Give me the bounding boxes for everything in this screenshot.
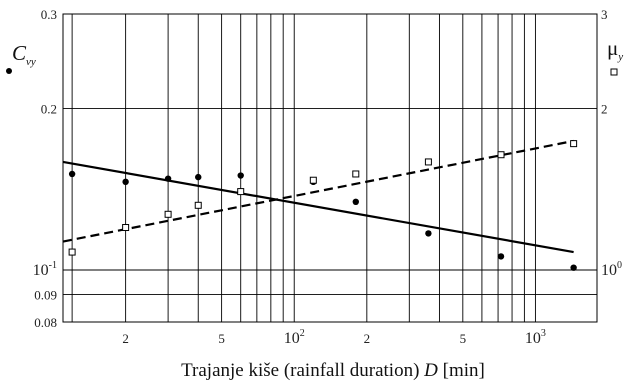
grid xyxy=(63,13,597,323)
tick-labels: 0.3 0.2 10-1 0.09 0.08 3 2 100 2 5 102 2 5 103 xyxy=(33,7,622,347)
plot-frame xyxy=(62,13,598,323)
cvy-point xyxy=(122,178,129,186)
left-tick-label: 10-1 xyxy=(33,260,57,279)
x-tick-label: 5 xyxy=(218,331,225,346)
x-tick-label: 2 xyxy=(364,331,371,346)
x-axis-label: Trajanje kiše (rainfall duration) D [min… xyxy=(181,360,485,381)
cvy-point xyxy=(237,172,244,179)
x-tick-label: 2 xyxy=(122,331,129,346)
mu-point xyxy=(164,210,172,218)
mu-point xyxy=(497,151,505,159)
mu-point xyxy=(570,140,578,148)
right-axis-legend-marker xyxy=(610,68,618,76)
left-tick-label: 0.2 xyxy=(41,101,57,116)
mu-point xyxy=(68,248,76,256)
cvy-point xyxy=(352,198,359,206)
x-tick-label: 5 xyxy=(460,331,467,346)
mu-point xyxy=(352,170,360,178)
mu-point xyxy=(309,176,317,184)
left-axis-legend-marker xyxy=(6,68,12,74)
left-tick-label: 0.09 xyxy=(34,288,57,303)
x-tick-label: 103 xyxy=(525,328,546,347)
right-axis-label: μy xyxy=(607,36,623,63)
mu-point xyxy=(122,224,130,232)
right-tick-label: 100 xyxy=(601,260,622,279)
cvy-point xyxy=(425,230,432,237)
mu-point xyxy=(194,201,202,209)
cvy-point xyxy=(164,175,172,182)
cvy-point xyxy=(68,170,76,178)
data-markers xyxy=(68,140,578,271)
left-tick-label: 0.08 xyxy=(34,315,57,330)
left-tick-label: 0.3 xyxy=(41,7,57,22)
cvy-point xyxy=(195,173,202,181)
right-tick-label: 2 xyxy=(601,101,608,116)
fit-lines xyxy=(62,139,574,254)
left-axis-label: Cvy xyxy=(12,41,36,68)
mu-fit-line xyxy=(62,139,574,243)
cvy-fit-line xyxy=(62,160,574,254)
right-tick-label: 3 xyxy=(601,7,608,22)
mu-point xyxy=(424,158,432,166)
mu-point xyxy=(237,188,245,196)
x-tick-label: 102 xyxy=(284,328,305,347)
cvy-point xyxy=(570,264,577,271)
cvy-point xyxy=(497,253,505,260)
